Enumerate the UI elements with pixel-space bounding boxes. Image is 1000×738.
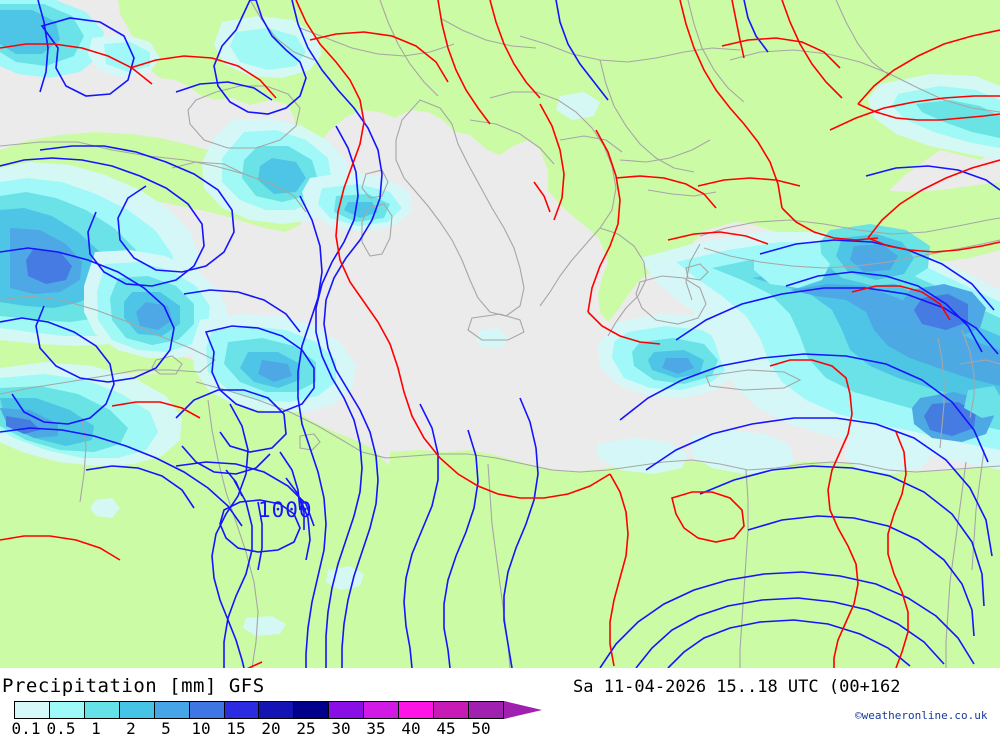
- colorbar-overflow-arrow-icon: [504, 701, 542, 719]
- colorbar-swatch-0.5: [48, 702, 84, 718]
- colorbar-swatch-2: [118, 702, 154, 718]
- colorbar-tick-5: 5: [161, 719, 171, 738]
- colorbar-tick-50: 50: [471, 719, 491, 738]
- precipitation-colorbar[interactable]: 0.1 0.5 1 2 5 10 15 20 25 30 35 40 45 50: [12, 701, 542, 738]
- colorbar-swatch-25: [293, 702, 329, 718]
- isobar-label-1000: 1000: [258, 498, 313, 522]
- copyright-label: ©weatheronline.co.uk: [855, 709, 988, 722]
- isobar-layer: [0, 0, 1000, 668]
- colorbar-swatch-5: [153, 702, 189, 718]
- colorbar-tick-0.1: 0.1: [11, 719, 41, 738]
- colorbar-swatch-35: [363, 702, 399, 718]
- legend-footer: Precipitation [mm] GFS Sa 11-04-2026 15.…: [0, 668, 1000, 733]
- colorbar-tick-40: 40: [401, 719, 421, 738]
- colorbar-tick-15: 15: [226, 719, 246, 738]
- valid-time-label: Sa 11-04-2026 15..18 UTC (00+162: [573, 677, 901, 697]
- colorbar-swatch-40: [398, 702, 434, 718]
- colorbar-swatch-45: [433, 702, 468, 718]
- colorbar-tick-1: 1: [91, 719, 101, 738]
- colorbar-swatch-50: [467, 702, 503, 718]
- colorbar-tick-2: 2: [126, 719, 136, 738]
- colorbar-tick-35: 35: [366, 719, 386, 738]
- isotherm-layer: [0, 0, 1000, 668]
- legend-title: Precipitation [mm] GFS: [2, 675, 265, 697]
- colorbar-tick-10: 10: [191, 719, 211, 738]
- map-canvas[interactable]: 1000: [0, 0, 1000, 668]
- colorbar-swatch-0.1: [15, 702, 49, 718]
- map-graphic: 1000: [0, 0, 1000, 668]
- colorbar-swatch-10: [188, 702, 224, 718]
- colorbar-tick-45: 45: [436, 719, 456, 738]
- colorbar-swatch-20: [258, 702, 294, 718]
- colorbar-swatch-30: [328, 702, 364, 718]
- colorbar-swatches: [14, 701, 504, 719]
- colorbar-tick-0.5: 0.5: [46, 719, 76, 738]
- colorbar-swatch-1: [83, 702, 119, 718]
- colorbar-tick-20: 20: [261, 719, 281, 738]
- colorbar-tick-30: 30: [331, 719, 351, 738]
- colorbar-tick-25: 25: [296, 719, 316, 738]
- colorbar-swatch-15: [223, 702, 259, 718]
